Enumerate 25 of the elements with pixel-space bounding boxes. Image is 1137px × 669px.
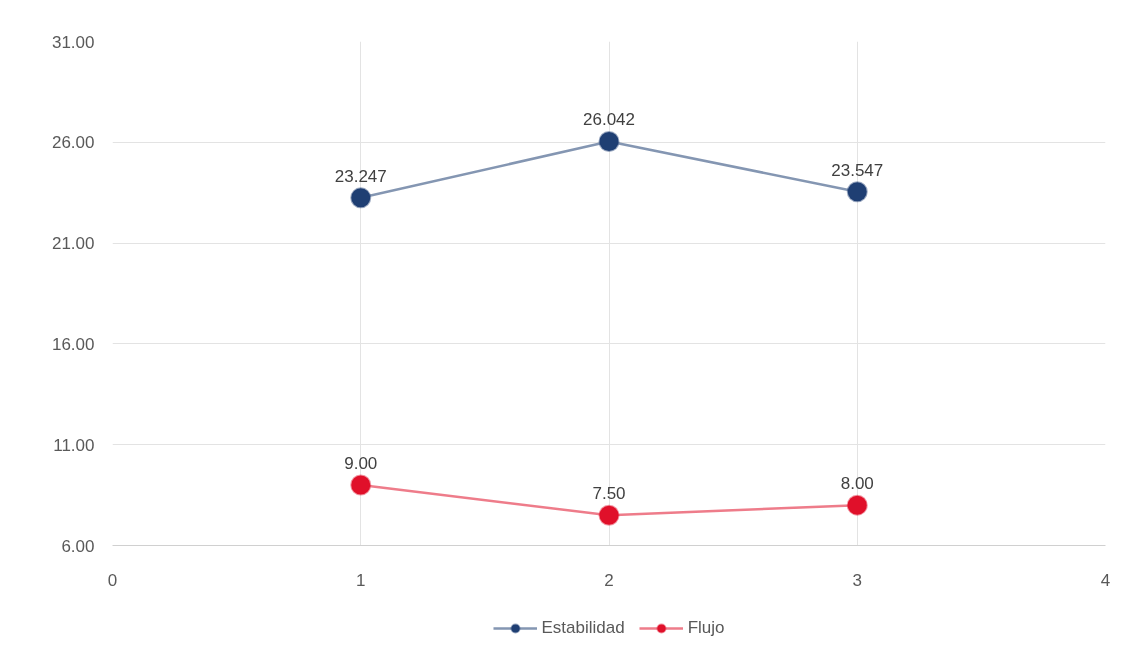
legend-label: Estabilidad (541, 618, 625, 638)
y-tick-label: 21.00 (51, 234, 95, 254)
data-label: 9.00 (344, 454, 378, 474)
y-tick-label: 6.00 (61, 536, 95, 556)
x-tick-label: 4 (1100, 570, 1111, 590)
point (350, 474, 372, 496)
point (846, 494, 868, 516)
y-tick-label: 31.00 (51, 32, 95, 52)
point (598, 504, 620, 526)
y-tick-label: 11.00 (53, 435, 95, 455)
x-tick-label: 2 (604, 570, 614, 590)
data-label: 8.00 (840, 474, 874, 494)
y-tick-label: 26.00 (51, 133, 95, 153)
data-label: 7.50 (592, 484, 626, 504)
x-tick-label: 1 (356, 570, 366, 590)
point (846, 181, 868, 203)
x-tick-label: 3 (852, 570, 862, 590)
data-label: 23.547 (831, 160, 884, 180)
point (598, 130, 620, 152)
data-label: 26.042 (583, 110, 635, 130)
legend-label: Flujo (687, 618, 725, 638)
x-tick-label: 0 (107, 570, 118, 590)
data-label: 23.247 (334, 166, 387, 186)
point (350, 187, 372, 209)
y-tick-label: 16.00 (51, 334, 95, 354)
